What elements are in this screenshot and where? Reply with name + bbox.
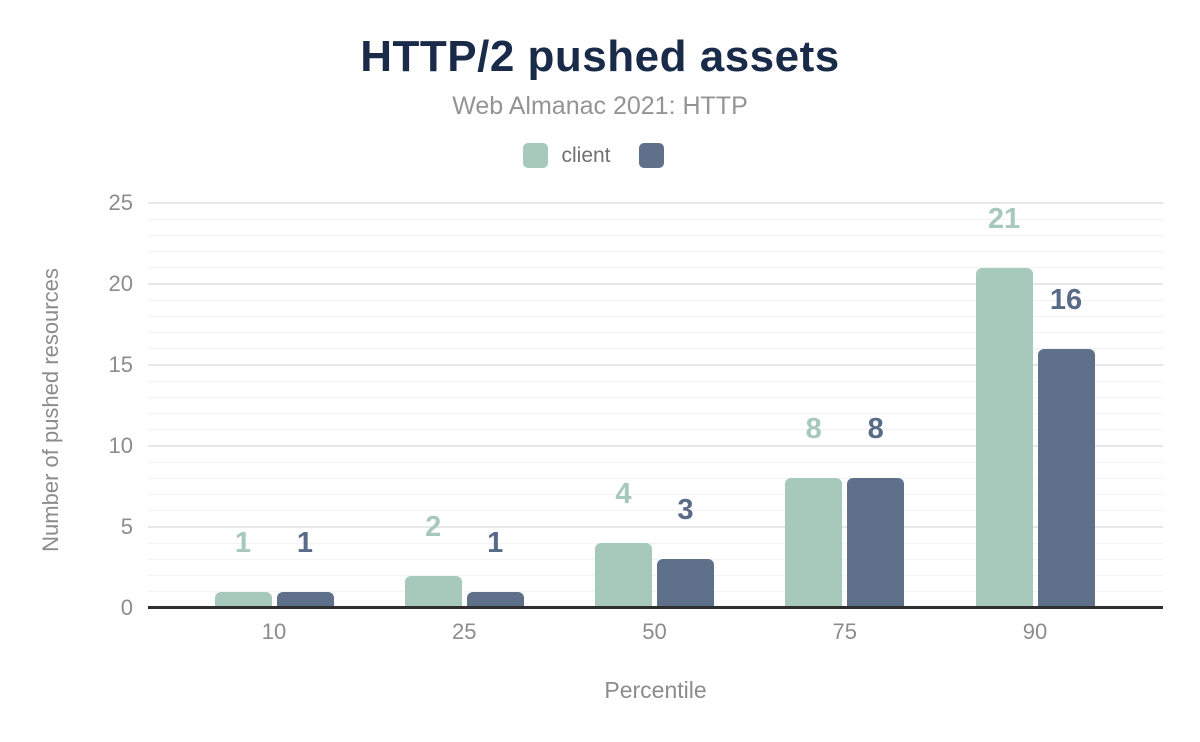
- bar-label-s0-p90: 21: [987, 202, 1021, 235]
- gridline-minor-2: [148, 575, 1163, 577]
- gridline-major-25: [148, 202, 1163, 204]
- gridline-major-15: [148, 364, 1163, 366]
- x-axis-title: Percentile: [604, 677, 707, 703]
- legend-item-series-2[interactable]: [638, 143, 677, 168]
- plot-area: 1 1 2 1 4 3 8 8 21 16: [148, 190, 1163, 609]
- gridline-minor-13: [148, 396, 1163, 398]
- x-tick-90: 90: [1022, 619, 1048, 644]
- chart-title: HTTP/2 pushed assets: [360, 32, 840, 81]
- gridline-minor-11: [148, 429, 1163, 431]
- gridline-minor-16: [148, 348, 1163, 350]
- gridline-minor-8: [148, 477, 1163, 479]
- y-axis-title: Number of pushed resources: [38, 268, 63, 552]
- bar-s0-p90[interactable]: [975, 267, 1033, 608]
- gridline-minor-19: [148, 299, 1163, 301]
- chart-legend: client: [0, 143, 1200, 168]
- bar-s0-p25[interactable]: [404, 575, 462, 608]
- y-tick-25: 25: [108, 190, 133, 215]
- gridline-minor-17: [148, 332, 1163, 334]
- bar-s1-p25[interactable]: [466, 591, 524, 608]
- bar-label-s0-p10: 1: [234, 526, 252, 559]
- gridline-minor-22: [148, 251, 1163, 253]
- chart-subtitle: Web Almanac 2021: HTTP: [452, 92, 748, 120]
- x-tick-50: 50: [642, 619, 667, 644]
- y-tick-20: 20: [108, 271, 133, 296]
- legend-swatch-client: [523, 143, 549, 168]
- bar-label-s1-p50: 3: [677, 494, 694, 527]
- bar-s1-p90[interactable]: [1037, 348, 1095, 608]
- legend-swatch-series-2: [638, 143, 664, 168]
- gridline-minor-1: [148, 591, 1163, 593]
- bar-label-s1-p25: 1: [487, 526, 504, 559]
- x-tick-25: 25: [452, 619, 477, 644]
- x-tick-75: 75: [832, 619, 857, 644]
- gridline-minor-21: [148, 267, 1163, 269]
- bar-s0-p10[interactable]: [214, 591, 272, 608]
- bar-label-s0-p75: 8: [805, 413, 822, 446]
- bar-s1-p75[interactable]: [847, 478, 905, 608]
- gridline-minor-14: [148, 380, 1163, 382]
- y-tick-10: 10: [108, 433, 133, 458]
- y-tick-5: 5: [120, 514, 133, 539]
- gridline-minor-7: [148, 494, 1163, 496]
- gridline-minor-3: [148, 558, 1163, 560]
- y-tick-15: 15: [108, 352, 133, 377]
- gridline-minor-18: [148, 315, 1163, 317]
- bar-s1-p50[interactable]: [657, 559, 714, 608]
- bar-s1-p10[interactable]: [276, 591, 334, 608]
- gridline-minor-9: [148, 461, 1163, 463]
- bar-label-s0-p25: 2: [425, 510, 442, 543]
- gridline-minor-4: [148, 542, 1163, 544]
- gridline-major-10: [148, 445, 1163, 447]
- gridline-minor-23: [148, 234, 1163, 236]
- y-tick-0: 0: [120, 595, 133, 620]
- gridline-major-20: [148, 283, 1163, 285]
- x-tick-10: 10: [261, 619, 287, 644]
- x-axis-line: [148, 606, 1163, 609]
- gridline-minor-12: [148, 413, 1163, 415]
- gridline-minor-24: [148, 218, 1163, 220]
- bar-label-s1-p10: 1: [296, 526, 314, 559]
- gridline-minor-6: [148, 510, 1163, 512]
- bar-s0-p75[interactable]: [785, 478, 843, 608]
- bar-label-s0-p50: 4: [615, 478, 632, 511]
- legend-item-client[interactable]: client: [523, 143, 611, 168]
- legend-label-client: client: [561, 143, 611, 167]
- bar-s0-p50[interactable]: [595, 543, 652, 608]
- gridline-major-5: [148, 526, 1163, 528]
- bar-label-s1-p90: 16: [1049, 283, 1083, 316]
- bar-label-s1-p75: 8: [867, 413, 884, 446]
